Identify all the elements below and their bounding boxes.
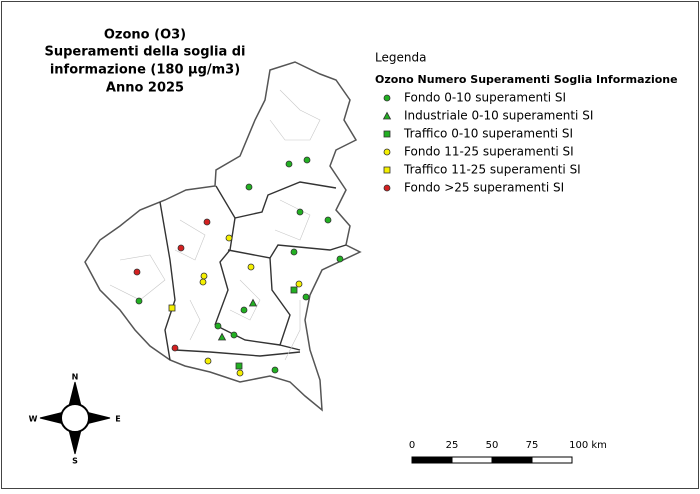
station-marker [240, 306, 248, 314]
station-marker [285, 160, 293, 168]
station-marker [230, 331, 238, 339]
station-marker [248, 298, 258, 307]
legend-symbol [383, 130, 391, 138]
legend-label: Industriale 0-10 superamenti SI [404, 109, 593, 123]
scale-label: 75 [526, 440, 539, 451]
legend-label: Traffico 11-25 superamenti SI [403, 163, 581, 177]
compass-label: E [115, 415, 120, 424]
station-marker [204, 357, 212, 365]
station-marker [217, 332, 227, 341]
legend-symbol [383, 148, 391, 156]
station-marker [324, 216, 332, 224]
legend-label: Traffico 0-10 superamenti SI [403, 127, 573, 141]
region-outline [84, 61, 362, 412]
station-marker [225, 234, 233, 242]
compass-label: W [29, 415, 38, 424]
station-marker [247, 263, 255, 271]
station-marker [245, 183, 253, 191]
scale-bar [411, 456, 573, 464]
compass [39, 381, 111, 455]
station-marker [200, 272, 208, 280]
title-line: Anno 2025 [106, 81, 184, 96]
scale-label: 0 [409, 440, 415, 451]
scale-label: 50 [486, 440, 499, 451]
station-marker [290, 248, 298, 256]
station-marker [203, 218, 211, 226]
station-marker [171, 344, 179, 352]
legend-subtitle: Ozono Numero Superamenti Soglia Informaz… [375, 73, 678, 86]
legend-symbol [383, 94, 391, 102]
station-marker [135, 297, 143, 305]
scale-label: 100 km [569, 440, 607, 451]
municipal-borders [109, 89, 321, 361]
compass-label: N [72, 373, 79, 382]
station-marker [296, 208, 304, 216]
station-marker [295, 280, 303, 288]
station-marker [168, 304, 176, 312]
station-marker [177, 244, 185, 252]
station-marker [290, 286, 298, 294]
station-marker [199, 278, 207, 286]
legend-label: Fondo 0-10 superamenti SI [404, 91, 566, 105]
legend-title: Legenda [375, 51, 426, 65]
legend-label: Fondo 11-25 superamenti SI [404, 145, 574, 159]
scale-label: 25 [446, 440, 459, 451]
legend: Fondo 0-10 superamenti SI Industriale 0-1… [382, 91, 593, 195]
station-marker [302, 293, 310, 301]
station-marker [214, 322, 222, 330]
title-line: Ozono (O3) [104, 28, 186, 43]
legend-symbol [383, 184, 391, 192]
map-title: Ozono (O3) Superamenti della soglia di i… [44, 28, 245, 96]
station-marker [271, 366, 279, 374]
legend-label: Fondo >25 superamenti SI [404, 181, 564, 195]
title-line: Superamenti della soglia di [44, 45, 245, 60]
legend-symbol [382, 111, 392, 120]
station-markers [133, 156, 344, 377]
compass-label: S [72, 457, 78, 466]
station-marker [235, 362, 243, 370]
station-marker [236, 369, 244, 377]
station-marker [133, 268, 141, 276]
title-line: informazione (180 µg/m3) [50, 63, 240, 78]
station-marker [336, 255, 344, 263]
legend-symbol [383, 166, 391, 174]
station-marker [303, 156, 311, 164]
